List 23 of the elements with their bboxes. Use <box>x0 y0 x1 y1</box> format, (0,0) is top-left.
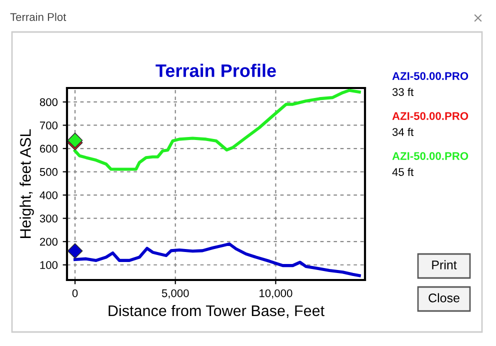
y-tick-label: 300 <box>40 214 58 222</box>
text: Terrain Plot <box>10 12 66 21</box>
y-tick-label: 200 <box>40 238 58 246</box>
text: 34 ft <box>392 128 414 136</box>
y-axis-title: Height, feet ASL <box>20 129 34 238</box>
text: AZI-50.00.PRO <box>392 112 468 120</box>
x-tick-label: 5,000 <box>162 289 189 298</box>
text: 33 ft <box>392 88 414 96</box>
text: Print <box>432 260 457 270</box>
y-tick-label: 400 <box>40 191 58 200</box>
x-tick-label: 0 <box>72 289 78 298</box>
y-tick-label: 700 <box>40 122 58 130</box>
y-tick-label: 800 <box>40 98 58 106</box>
y-tick-label: 600 <box>40 144 58 153</box>
text: AZI-50.00.PRO <box>392 72 468 80</box>
text: Close <box>428 293 460 302</box>
x-tick-label: 10,000 <box>260 289 292 298</box>
text: AZI-50.00.PRO <box>392 152 468 160</box>
y-tick-label: 100 <box>40 261 58 270</box>
y-tick-label: 500 <box>40 168 58 176</box>
chart-title: Terrain Profile <box>156 64 276 78</box>
x-axis-title: Distance from Tower Base, Feet <box>108 304 324 318</box>
text: 45 ft <box>392 168 414 176</box>
